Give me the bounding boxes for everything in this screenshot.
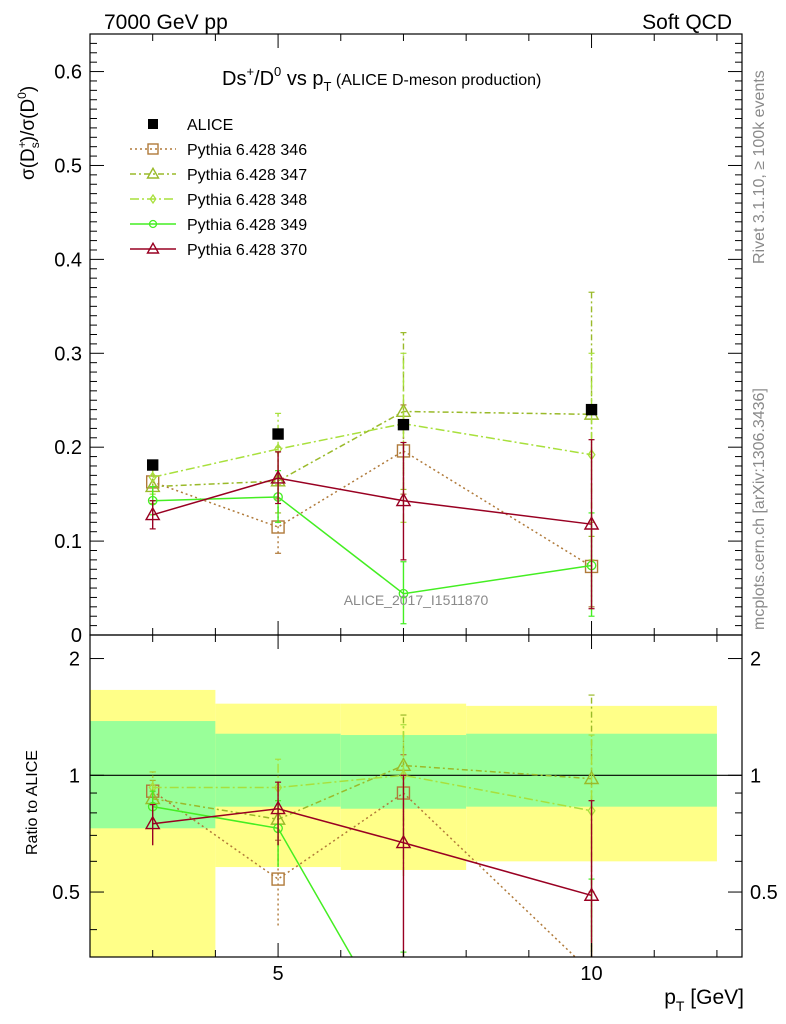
y-axis-label: σ(D+s)/σ(D0) (15, 86, 42, 180)
x-axis-label: pT [GeV] (664, 986, 744, 1014)
y-tick-label: 0 (71, 625, 82, 647)
marker-diamond (148, 471, 157, 484)
marker-triangle (146, 241, 160, 254)
legend-label-4: Pythia 6.428 370 (187, 242, 307, 259)
series-line-main-2 (152, 422, 592, 478)
marker-triangle (270, 800, 286, 815)
marker-circle (398, 588, 409, 599)
ratio-plot-frame: 5 10 0.5 0.5 1 1 2 2 (52, 634, 778, 985)
marker-triangle (270, 469, 286, 484)
y-tick-label: 0.6 (54, 62, 82, 84)
ylabel-part-b: )/σ(D (18, 99, 39, 142)
header-left: 7000 GeV pp (104, 11, 228, 34)
marker-triangle (583, 770, 600, 785)
marker-square (146, 459, 159, 471)
marker-triangle (583, 515, 600, 530)
title-part-a: Ds (222, 68, 246, 90)
ratio-uncertainty-bands (90, 689, 742, 957)
ylabel-part-a-sup: + (15, 141, 29, 148)
marker-diamond (149, 193, 157, 205)
ylabel-part-b-sup: 0 (15, 92, 29, 99)
x-tick-label: 5 (273, 963, 284, 985)
header-right: Soft QCD (642, 11, 732, 34)
marker-triangle (144, 506, 161, 521)
series-line-main-3 (152, 496, 592, 595)
xlabel-part-a-sub: T (676, 998, 685, 1014)
legend-marker-alice (148, 119, 158, 129)
xlabel-part-b: [GeV] (684, 986, 744, 1009)
series-line-ratio-0 (152, 790, 577, 957)
y-tick-label: 0.3 (54, 343, 82, 365)
legend: ALICE Pythia 6.428 346 Pythia 6.428 347 Pyt… (130, 117, 307, 259)
series-line-ratio-4 (152, 807, 592, 897)
marker-triangle (146, 166, 160, 179)
y-tick-label: 0.1 (54, 531, 82, 553)
side-mcplots-label: mcplots.cern.ch [arXiv:1306.3436] (751, 388, 768, 630)
title-part-c: vs p (281, 68, 323, 90)
legend-label-alice: ALICE (187, 117, 233, 134)
series-line-main-0 (152, 450, 592, 568)
series-line-ratio-3 (152, 805, 353, 957)
ylabel-part-a: σ(D (18, 148, 39, 180)
y-tick-label: 0.4 (54, 249, 82, 271)
marker-triangle (395, 834, 412, 849)
ratio-plot-marks (144, 694, 600, 957)
ylabel-part-a-sub: s (28, 142, 42, 148)
chart-title: Ds+/D0 vs pT (ALICE D-meson production) (222, 64, 541, 94)
side-rivet-label: Rivet 3.1.10, ≥ 100k events (751, 70, 768, 264)
legend-label-3: Pythia 6.428 349 (187, 217, 307, 234)
marker-square (585, 403, 598, 416)
title-part-a-sup: + (246, 64, 254, 79)
marker-square (271, 872, 285, 886)
title-part-c-sub: T (324, 79, 332, 94)
analysis-watermark: ALICE_2017_I1511870 (344, 592, 489, 608)
series-line-main-4 (152, 477, 592, 525)
ratio-y-axis-label: Ratio to ALICE (24, 750, 41, 855)
marker-square (397, 418, 410, 431)
ratio-frame-rect (89, 634, 743, 958)
y-tick-label: 0.2 (54, 437, 82, 459)
ratio-y-tick-label: 2 (69, 649, 80, 671)
marker-square (272, 428, 284, 440)
xlabel-part-a: p (664, 986, 676, 1009)
marker-triangle (583, 887, 600, 901)
title-part-d: (ALICE D-meson production) (331, 72, 541, 89)
ratio-y-tick-label-right: 1 (750, 765, 761, 787)
marker-triangle (144, 815, 161, 830)
ratio-y-tick-label-right: 2 (750, 649, 761, 671)
marker-circle (148, 219, 158, 229)
ratio-y-tick-label: 1 (69, 765, 80, 787)
legend-label-2: Pythia 6.428 348 (187, 192, 307, 209)
x-tick-label: 10 (580, 963, 602, 985)
series-line-ratio-2 (152, 774, 592, 812)
title-part-b: /D (254, 68, 274, 90)
y-tick-label: 0.5 (54, 155, 82, 177)
series-line-main-1 (152, 410, 592, 488)
ylabel-part-c: ) (18, 86, 39, 92)
ratio-y-tick-label-right: 0.5 (750, 882, 778, 904)
title-part-b-sup: 0 (274, 64, 281, 79)
legend-label-1: Pythia 6.428 347 (187, 167, 307, 184)
main-plot-marks (144, 291, 600, 625)
legend-label-0: Pythia 6.428 346 (187, 142, 307, 159)
marker-square (147, 143, 159, 155)
ratio-y-tick-label: 0.5 (52, 882, 80, 904)
marker-triangle (395, 492, 412, 507)
